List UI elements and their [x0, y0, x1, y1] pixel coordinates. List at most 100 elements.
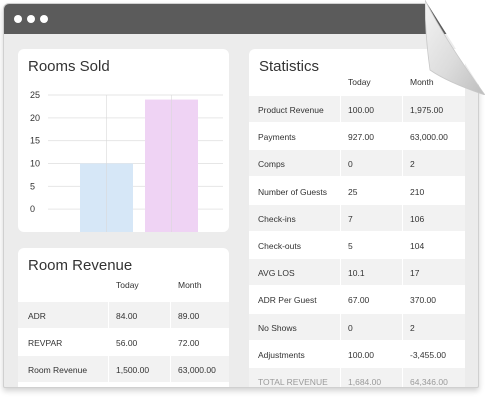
rooms-sold-card: Rooms Sold 25 20 15 10 5 0 [18, 49, 229, 232]
column-divider [170, 356, 171, 382]
row-label: TOTAL REVENUE [258, 377, 328, 387]
column-divider [340, 204, 341, 231]
row-month-value: 17 [410, 268, 420, 279]
table-row: Check-outs 5 104 [249, 232, 465, 258]
row-month-value: 106 [410, 213, 425, 224]
row-today-value: 84.00 [116, 311, 138, 321]
row-today-value: 0 [348, 322, 353, 333]
table-row: Check-ins 7 106 [249, 204, 465, 231]
window-dot-icon[interactable] [14, 15, 22, 23]
table-row: Payments 927.00 63,000.00 [249, 123, 465, 150]
app-window: Rooms Sold 25 20 15 10 5 0 Room Revenue Today… [3, 3, 479, 388]
rooms-sold-chart: 25 20 15 10 5 0 [30, 90, 223, 232]
statistics-title: Statistics [259, 58, 320, 75]
page-curl-icon [425, 0, 485, 95]
row-month-value: 64,346.00 [410, 377, 448, 387]
title-bar [4, 4, 478, 34]
table-row: Room Revenue 1,500.00 63,000.00 [18, 356, 229, 382]
row-label: No Shows [258, 322, 297, 333]
table-row: ADR Per Guest 67.00 370.00 [249, 286, 465, 313]
row-today-value: 1,500.00 [116, 365, 150, 375]
row-label: Comps [258, 159, 285, 170]
column-divider [402, 286, 403, 313]
column-divider [340, 96, 341, 122]
y-tick-label: 25 [30, 90, 40, 100]
row-label: Number of Guests [258, 186, 327, 197]
room-revenue-title: Room Revenue [28, 257, 133, 274]
room-revenue-card: Room Revenue Today Month ADR 84.00 89.00 RE… [18, 248, 229, 387]
column-divider [340, 123, 341, 150]
table-row: Adjustments 100.00 -3,455.00 [249, 340, 465, 367]
column-divider [108, 302, 109, 328]
statistics-col-month: Month [410, 77, 434, 87]
row-today-value: 100.00 [348, 105, 374, 115]
row-label: Room Revenue [28, 365, 88, 375]
table-row: Comps 0 2 [249, 150, 465, 177]
column-divider [170, 302, 171, 328]
column-divider [108, 356, 109, 382]
row-today-value: 0 [348, 159, 353, 170]
row-label: REVPAR [28, 338, 63, 348]
y-tick-label: 15 [30, 136, 40, 146]
column-divider [402, 123, 403, 150]
row-today-value: 7 [348, 213, 353, 224]
table-row: Number of Guests 25 210 [249, 177, 465, 204]
y-tick-label: 10 [30, 159, 40, 169]
column-divider [402, 232, 403, 258]
row-today-value: 10.1 [348, 268, 365, 279]
table-row: ADR 84.00 89.00 [18, 302, 229, 328]
window-dot-icon[interactable] [40, 15, 48, 23]
room-revenue-col-today: Today [116, 280, 139, 290]
column-divider [340, 313, 341, 340]
row-today-value: 100.00 [348, 349, 374, 360]
row-label: Payments [258, 132, 296, 143]
y-tick-label: 20 [30, 113, 40, 123]
column-divider [170, 329, 171, 355]
row-label: Check-ins [258, 213, 296, 224]
row-month-value: 1,975.00 [410, 105, 444, 115]
column-divider [402, 368, 403, 387]
row-label: ADR Per Guest [258, 295, 317, 306]
table-row: Product Revenue 100.00 1,975.00 [249, 96, 465, 122]
row-today-value: 5 [348, 241, 353, 251]
table-row: No Shows 0 2 [249, 313, 465, 340]
column-divider [340, 150, 341, 177]
row-today-value: 927.00 [348, 132, 374, 143]
row-month-value: 210 [410, 186, 425, 197]
rooms-sold-title: Rooms Sold [28, 58, 110, 75]
column-divider [340, 232, 341, 258]
room-revenue-col-month: Month [178, 280, 202, 290]
column-divider [340, 368, 341, 387]
column-divider [402, 96, 403, 122]
row-month-value: 2 [410, 159, 415, 170]
column-divider [340, 177, 341, 204]
column-divider [108, 329, 109, 355]
row-month-value: 63,000.00 [410, 132, 448, 143]
statistics-card: Statistics Today Month Product Revenue 10… [249, 49, 465, 387]
row-month-value: 72.00 [178, 338, 200, 348]
row-label: AVG LOS [258, 268, 295, 279]
y-tick-label: 0 [30, 204, 35, 214]
column-divider [402, 177, 403, 204]
table-row: REVPAR 56.00 72.00 [18, 329, 229, 355]
row-today-value: 56.00 [116, 338, 138, 348]
column-divider [340, 259, 341, 286]
column-divider [402, 259, 403, 286]
column-divider [402, 204, 403, 231]
row-month-value: 2 [410, 322, 415, 333]
row-month-value: 63,000.00 [178, 365, 216, 375]
statistics-col-today: Today [348, 77, 371, 87]
column-divider [402, 313, 403, 340]
y-tick-label: 5 [30, 181, 35, 191]
row-today-value: 1,684.00 [348, 377, 382, 387]
row-label: Product Revenue [258, 105, 324, 115]
row-month-value: -3,455.00 [410, 349, 446, 360]
row-label: Check-outs [258, 241, 301, 251]
row-label: ADR [28, 311, 46, 321]
window-dot-icon[interactable] [27, 15, 35, 23]
column-divider [402, 150, 403, 177]
column-divider [340, 340, 341, 367]
row-today-value: 25 [348, 186, 358, 197]
row-month-value: 89.00 [178, 311, 200, 321]
table-row: TOTAL REVENUE 1,684.00 64,346.00 [249, 368, 465, 387]
